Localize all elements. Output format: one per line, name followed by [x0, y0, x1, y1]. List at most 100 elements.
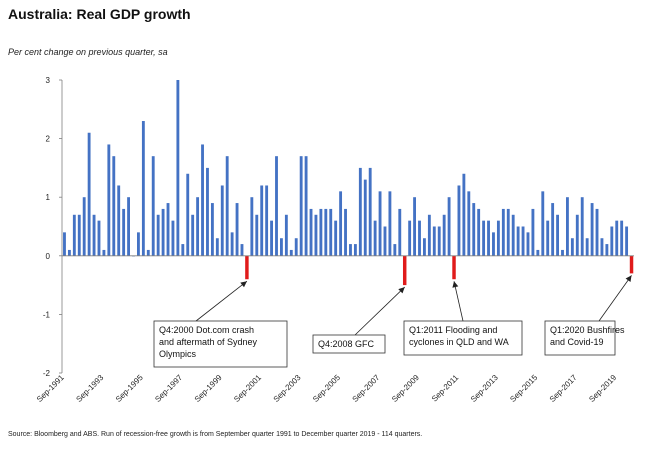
bar-negative — [452, 255, 456, 280]
bar — [260, 185, 264, 256]
bar — [526, 232, 530, 256]
x-tick-label: Sep-1997 — [153, 373, 184, 404]
bar — [156, 214, 160, 256]
bar — [423, 238, 426, 256]
bars — [63, 80, 634, 286]
bar — [408, 220, 412, 256]
bar — [536, 249, 540, 256]
bar — [127, 197, 130, 256]
x-tick-label: Sep-2019 — [587, 373, 618, 404]
bar — [220, 185, 224, 256]
bar — [314, 214, 318, 256]
bar — [67, 249, 71, 256]
bar — [294, 238, 298, 256]
bar — [398, 208, 402, 256]
bar-negative — [629, 255, 634, 274]
bar — [457, 185, 461, 256]
bar — [516, 226, 520, 256]
y-tick-label: -1 — [43, 310, 51, 319]
bar — [196, 197, 200, 256]
bar — [511, 214, 515, 256]
bar — [284, 214, 288, 256]
bar — [117, 185, 121, 256]
bar — [487, 220, 490, 256]
bar — [467, 191, 471, 256]
annotation-box — [153, 320, 288, 368]
annotation-box — [403, 320, 523, 356]
source-note: Source: Bloomberg and ABS. Run of recess… — [8, 431, 423, 438]
bar — [383, 226, 387, 256]
bar — [477, 208, 481, 256]
bar — [501, 208, 505, 256]
bar — [137, 232, 140, 256]
bar — [388, 191, 392, 256]
bar — [63, 232, 66, 256]
bar — [225, 156, 229, 256]
bar — [289, 249, 293, 256]
x-tick-label: Sep-2003 — [272, 373, 303, 404]
bar — [280, 238, 283, 256]
bar — [427, 214, 431, 256]
bar — [319, 208, 323, 256]
x-tick-label: Sep-2001 — [232, 373, 263, 404]
bar — [506, 208, 510, 256]
annotation-text: Q1:2011 Flooding and — [409, 325, 497, 335]
bar — [353, 244, 357, 256]
annotation-arrow — [195, 280, 248, 322]
bar — [605, 244, 609, 256]
bar — [77, 214, 81, 256]
bar — [176, 80, 180, 256]
bar — [97, 220, 101, 256]
bar — [334, 220, 338, 256]
annotation-text: cyclones in QLD and WA — [409, 337, 509, 347]
annotation-arrowhead — [625, 275, 632, 282]
chart-subtitle: Per cent change on previous quarter, sa — [8, 47, 168, 57]
bar — [368, 167, 372, 256]
x-tick-label: Sep-2013 — [469, 373, 500, 404]
bar — [235, 203, 239, 256]
bar — [339, 191, 343, 256]
x-tick-label: Sep-2017 — [548, 373, 579, 404]
bar — [171, 220, 175, 256]
bar — [151, 156, 155, 256]
bar — [378, 191, 382, 256]
bar — [373, 220, 377, 256]
x-tick-label: Sep-1995 — [114, 373, 145, 404]
annotation-text: Q4:2000 Dot.com crash — [159, 325, 254, 335]
bar-negative — [402, 255, 407, 286]
y-tick-label: 2 — [46, 135, 51, 144]
bar — [146, 249, 150, 256]
bar — [206, 167, 209, 256]
x-tick-label: Sep-2007 — [351, 373, 382, 404]
bar — [344, 208, 347, 256]
annotation-arrow — [354, 286, 405, 336]
bar — [561, 249, 564, 256]
bar — [556, 214, 559, 256]
x-axis: Sep-1991 Sep-1993 Sep-1995 Sep-1997 Sep-1999… — [35, 255, 634, 404]
x-tick-label: Sep-1999 — [193, 373, 224, 404]
bar — [186, 173, 190, 256]
bar — [442, 214, 446, 256]
chart-title: Australia: Real GDP growth — [8, 6, 191, 22]
bar — [358, 167, 362, 256]
bar — [541, 191, 545, 256]
bar — [72, 214, 76, 256]
bar — [413, 197, 416, 256]
x-tick-label: Sep-2009 — [390, 373, 421, 404]
bar — [107, 144, 111, 256]
annotation-text: Q1:2020 Bushfires — [550, 325, 625, 335]
x-tick-label: Sep-2015 — [508, 373, 539, 404]
bar — [329, 208, 333, 256]
annotation-arrow — [453, 281, 464, 322]
bar — [82, 197, 86, 256]
bar — [141, 121, 145, 256]
bar — [230, 232, 234, 256]
bar — [161, 208, 165, 256]
y-tick-label: 0 — [46, 252, 51, 261]
annotation-arrow — [598, 275, 632, 322]
bar — [324, 208, 328, 256]
bar — [191, 214, 195, 256]
y-tick-label: 1 — [46, 193, 51, 202]
bar — [250, 197, 254, 256]
